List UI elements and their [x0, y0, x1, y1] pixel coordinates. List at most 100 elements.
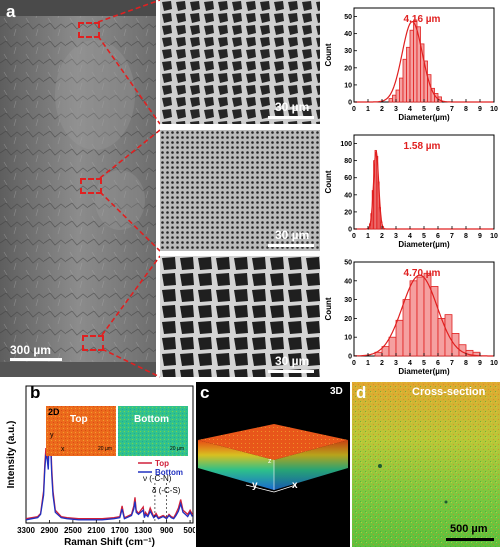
x-tick-label: 9	[478, 233, 482, 240]
panel-c-axis-y: y	[252, 480, 258, 491]
raman-x-tick-label: 3300	[17, 526, 35, 535]
hist-bar	[392, 94, 397, 103]
y-tick-label: 20	[344, 65, 352, 72]
zoom-box-bottom	[82, 335, 104, 351]
x-tick-label: 8	[464, 233, 468, 240]
x-tick-label: 7	[450, 106, 454, 113]
raman-ylabel: Intensity (a.u.)	[6, 421, 17, 489]
inset-bottom-label: Bottom	[134, 414, 169, 425]
histogram-bottom: 0 1 2 3 4 5 6 7 8 9 10 0 10 20 30 40 50 Diameter(µm) Count…	[324, 260, 498, 377]
x-tick-label: 0	[352, 360, 356, 367]
zoom-connectors	[97, 0, 161, 378]
hist-bar	[409, 280, 418, 357]
hist-bar	[430, 286, 439, 357]
hist-bar	[409, 29, 414, 103]
hist-bar	[406, 46, 411, 103]
x-tick-label: 9	[478, 360, 482, 367]
panel-c-axis-x: x	[292, 480, 298, 491]
zoom-bottom-scale-label: 30 µm	[275, 354, 310, 368]
hist-bar	[395, 319, 404, 357]
inset-top-label: Top	[70, 414, 88, 425]
sem-zoom-middle	[160, 130, 320, 251]
panel-d-scalebar	[446, 538, 494, 541]
histogram-middle: 0 1 2 3 4 5 6 7 8 9 10020406080100Diameter(µm)Coun…	[324, 134, 498, 249]
cross-section-map	[352, 382, 500, 547]
panel-d-letter: d	[356, 383, 367, 402]
raman-3d-block	[198, 424, 348, 493]
raman-x-tick-label: 2100	[87, 526, 105, 535]
x-tick-label: 7	[450, 360, 454, 367]
x-tick-label: 1	[366, 233, 370, 240]
y-tick-label: 100	[340, 141, 352, 148]
x-tick-label: 5	[422, 360, 426, 367]
x-tick-label: 2	[380, 106, 384, 113]
y-tick-label: 80	[344, 158, 352, 165]
hist-bar	[451, 333, 460, 357]
inset-axis-y: y	[50, 432, 54, 439]
inset-bottom-scale: 20 µm	[170, 446, 184, 452]
overview-scale-label: 300 µm	[10, 343, 51, 357]
x-tick-label: 4	[408, 233, 412, 240]
y-tick-label: 50	[344, 260, 352, 267]
y-tick-label: 40	[344, 31, 352, 38]
x-tick-label: 10	[490, 233, 498, 240]
y-tick-label: 40	[344, 192, 352, 199]
x-tick-label: 4	[408, 360, 412, 367]
x-tick-label: 2	[380, 360, 384, 367]
hist-bar	[402, 58, 407, 103]
x-tick-label: 9	[478, 106, 482, 113]
x-tick-label: 0	[352, 106, 356, 113]
x-tick-label: 3	[394, 233, 398, 240]
y-tick-label: 50	[344, 14, 352, 21]
hist-bar	[402, 299, 411, 357]
raman-x-tick-label: 900	[160, 526, 174, 535]
raman-x-tick-label: 500	[183, 526, 195, 535]
x-tick-label: 10	[490, 360, 498, 367]
y-tick-label: 20	[344, 209, 352, 216]
hist-bar	[423, 272, 432, 357]
x-tick-label: 10	[490, 106, 498, 113]
panel-c-background	[196, 382, 350, 547]
raman-xlabel: Raman Shift (cm⁻¹)	[64, 537, 155, 547]
panel-d-scale-label: 500 µm	[450, 523, 488, 535]
x-tick-label: 1	[366, 106, 370, 113]
histogram-top: 0 1 2 3 4 5 6 7 8 9 10 0 10 20 30 40 50 Diameter(µm) Count…	[324, 7, 498, 122]
hist-ylabel: Count	[324, 43, 333, 66]
y-tick-label: 60	[344, 175, 352, 182]
legend-label-top: Top	[155, 459, 169, 468]
x-tick-label: 6	[436, 106, 440, 113]
hist-title: 4.16 µm	[404, 14, 441, 25]
zoom-box-top	[78, 22, 100, 38]
raman-x-tick-label: 2900	[41, 526, 59, 535]
y-tick-label: 20	[344, 316, 352, 323]
annotation-cn: ν (-C-N)	[143, 474, 172, 483]
sem-zoom-top	[160, 0, 320, 124]
x-tick-label: 1	[366, 360, 370, 367]
hist-bar	[399, 77, 404, 103]
x-tick-label: 6	[436, 233, 440, 240]
inset-axis-x: x	[61, 446, 65, 453]
panel-c-axis-z: z	[268, 458, 272, 465]
y-tick-label: 30	[344, 297, 352, 304]
y-tick-label: 40	[344, 278, 352, 285]
zoom-top-scale-label: 30 µm	[275, 100, 310, 114]
y-tick-label: 0	[348, 100, 352, 107]
hist-bar	[395, 89, 400, 103]
raman-frame	[25, 385, 194, 524]
hist-ylabel: Count	[324, 170, 333, 193]
raman-map-bottom	[118, 406, 188, 456]
x-tick-label: 5	[422, 233, 426, 240]
y-tick-label: 0	[348, 227, 352, 234]
raman-x-tick-label: 2500	[64, 526, 82, 535]
hist-xlabel: Diameter(µm)	[398, 367, 450, 376]
y-tick-label: 0	[348, 354, 352, 361]
y-tick-label: 10	[344, 335, 352, 342]
x-tick-label: 6	[436, 360, 440, 367]
x-tick-label: 0	[352, 233, 356, 240]
hist-bar	[381, 346, 390, 357]
zoom-box-middle	[80, 178, 102, 194]
x-tick-label: 5	[422, 106, 426, 113]
hist-fit-curve	[354, 274, 494, 357]
raman-map-top	[46, 406, 116, 456]
raman-x-tick-label: 1700	[111, 526, 129, 535]
